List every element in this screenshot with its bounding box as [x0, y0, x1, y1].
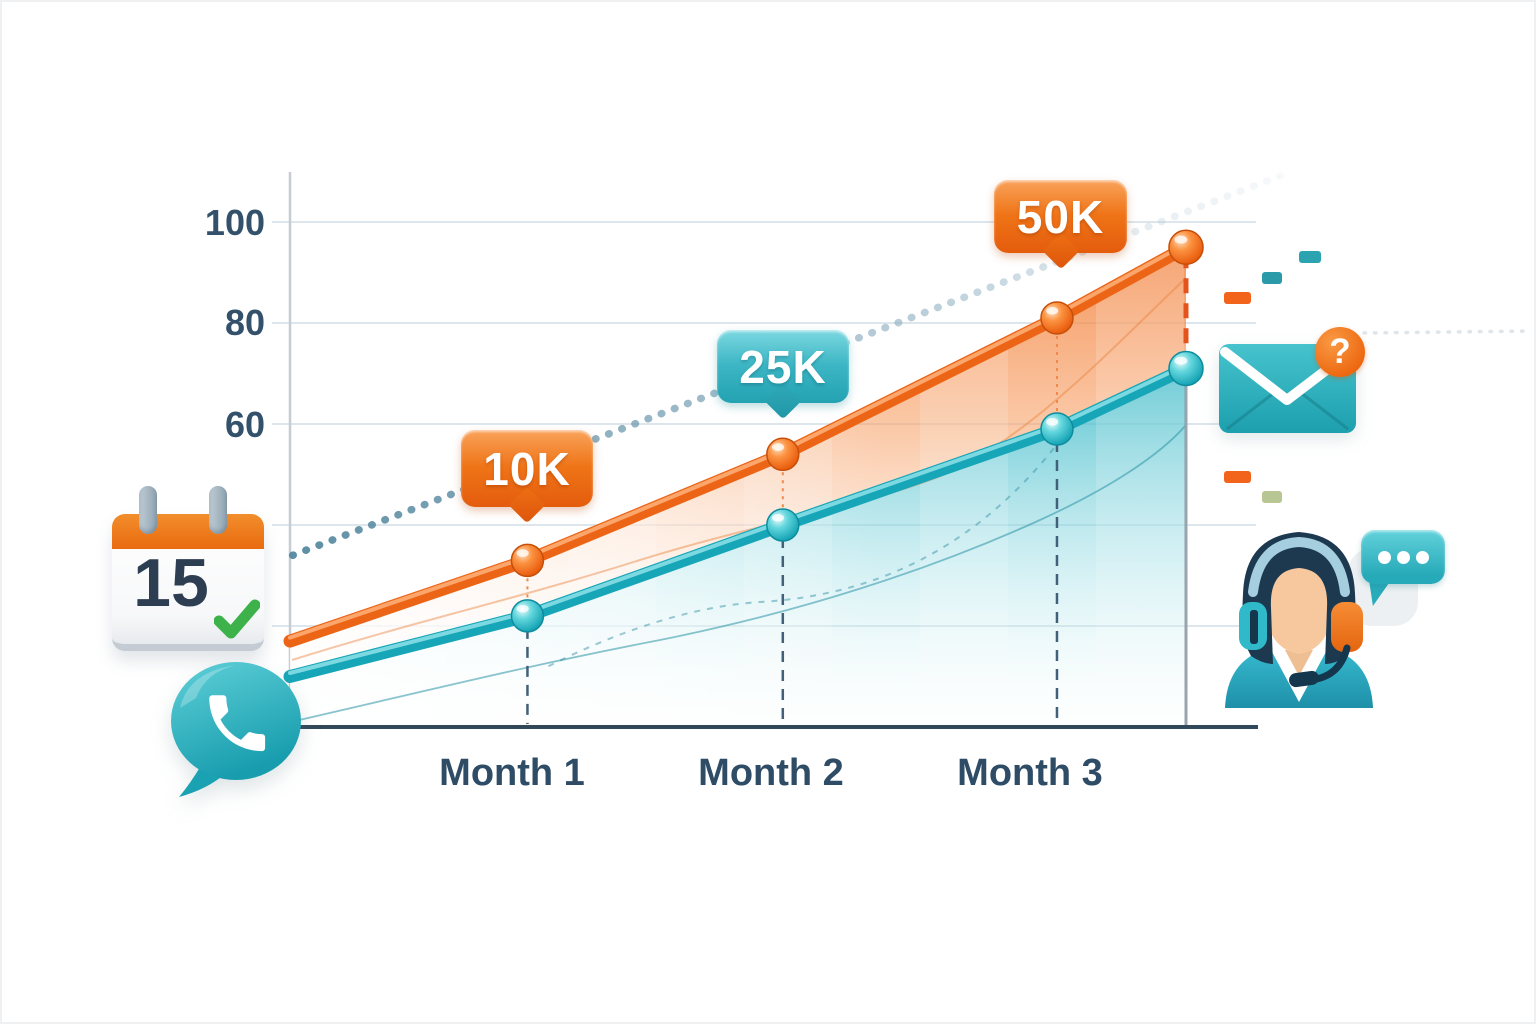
confetti-dash-orange	[1224, 292, 1251, 304]
calendar-ring-icon	[139, 486, 157, 534]
typing-chat-bubble-icon	[1361, 530, 1445, 584]
calendar-icon: 15	[112, 486, 264, 651]
calendar-header	[112, 514, 264, 549]
confetti-dash-orange	[1224, 471, 1251, 483]
confetti-dash-olive	[1262, 491, 1282, 503]
x-label-month-3: Month 3	[957, 752, 1103, 794]
question-mark-icon: ?	[1315, 327, 1365, 377]
x-label-month-2: Month 2	[698, 752, 844, 794]
milestone-badge-25k: 25K	[717, 330, 849, 403]
support-agent-icon	[1225, 532, 1373, 708]
calendar-day-number: 15	[133, 545, 209, 621]
confetti-dash-teal	[1299, 251, 1321, 263]
milestone-badge-50k: 50K	[994, 180, 1127, 253]
x-label-month-1: Month 1	[439, 752, 585, 794]
typing-dot	[1396, 550, 1410, 564]
confetti-dash-teal	[1262, 272, 1282, 284]
checkmark-icon	[214, 599, 260, 639]
y-tick-60: 60	[224, 404, 265, 445]
typing-dot	[1415, 550, 1429, 564]
calendar-ring-icon	[209, 486, 227, 534]
y-tick-100: 100	[204, 202, 265, 243]
phone-chat-icon	[171, 662, 301, 797]
typing-dot	[1377, 550, 1391, 564]
milestone-badge-10k: 10K	[461, 430, 593, 507]
y-tick-80: 80	[224, 302, 265, 343]
